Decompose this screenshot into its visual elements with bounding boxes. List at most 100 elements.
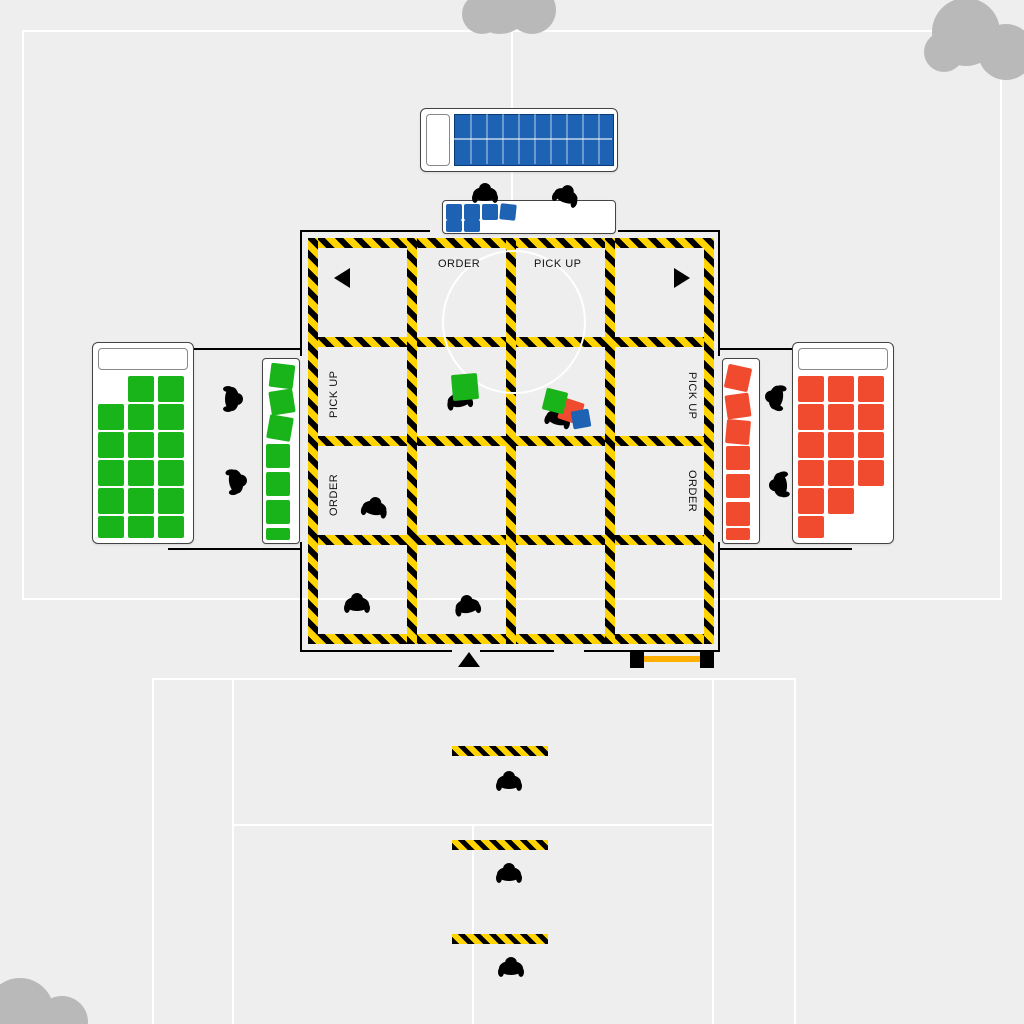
box-green: [266, 414, 294, 442]
grid-v0: [308, 238, 318, 644]
box-green: [158, 404, 184, 430]
box-green: [128, 488, 154, 514]
court-center-line: [472, 826, 474, 1024]
label-left-order: ORDER: [328, 474, 340, 516]
box-green: [266, 500, 290, 524]
label-right-pickup: PICK UP: [686, 372, 698, 420]
box-red: [798, 460, 824, 486]
perim-bot-b: [480, 650, 554, 652]
arrow-left-icon: [334, 268, 350, 288]
box-green: [98, 460, 124, 486]
box-green: [158, 432, 184, 458]
box-blue: [482, 204, 498, 220]
perim-bot-c: [584, 650, 718, 652]
box-green: [158, 488, 184, 514]
box-green: [266, 444, 290, 468]
person-icon: [498, 950, 524, 980]
label-left-pickup: PICK UP: [328, 370, 340, 418]
tennis-court: [152, 678, 796, 1024]
box-red: [726, 528, 750, 540]
cbv: [534, 114, 536, 164]
arrow-up-icon: [458, 652, 480, 667]
perim-bot-a: [300, 650, 452, 652]
queue-barrier-3: [452, 934, 548, 944]
person-icon: [222, 466, 256, 497]
box-red: [828, 488, 854, 514]
grid-v1: [407, 238, 417, 644]
box-red: [858, 460, 884, 486]
field-border-right: [1000, 30, 1002, 598]
box-red: [858, 404, 884, 430]
cbv: [470, 114, 472, 164]
box-red: [726, 474, 750, 498]
grid-v4: [704, 238, 714, 644]
perim-right-b: [718, 542, 720, 652]
box-green: [98, 404, 124, 430]
box-blue: [499, 203, 517, 221]
box-green: [98, 516, 124, 538]
box-red: [724, 364, 752, 392]
bush: [462, 0, 572, 49]
box-red: [798, 488, 824, 514]
perim-left-b: [300, 542, 302, 652]
cbv: [502, 114, 504, 164]
queue-circle: [442, 250, 586, 394]
box-red: [828, 460, 854, 486]
box-blue: [446, 204, 462, 220]
box-red: [798, 516, 824, 538]
queue-barrier-2: [452, 840, 548, 850]
box-green: [268, 388, 295, 415]
box-red: [725, 419, 751, 445]
approach-right-b: [720, 548, 852, 550]
box-green: [98, 432, 124, 458]
queue-barrier-1: [452, 746, 548, 756]
person-icon: [756, 382, 790, 413]
perim-right-a: [718, 230, 720, 356]
label-top-order: ORDER: [438, 258, 480, 270]
box-blue: [464, 204, 480, 220]
box-red: [798, 432, 824, 458]
box-red: [858, 432, 884, 458]
box-blue: [464, 220, 480, 232]
box-red: [726, 502, 750, 526]
court-singles-right: [712, 680, 714, 1024]
cbv: [566, 114, 568, 164]
box-green: [128, 432, 154, 458]
box-green: [266, 528, 290, 540]
box-green: [98, 488, 124, 514]
cargo-blue-mid: [454, 138, 612, 140]
box-blue: [446, 220, 462, 232]
box-red: [726, 446, 750, 470]
cbv: [598, 114, 600, 164]
box-green: [158, 376, 184, 402]
field-border-left: [22, 30, 24, 598]
truck-red-cab: [798, 348, 888, 370]
cbv: [518, 114, 520, 164]
person-icon: [452, 586, 483, 620]
perim-left-a: [300, 230, 302, 356]
bench-block: [630, 650, 644, 668]
bush: [916, 0, 1024, 97]
box-green: [158, 516, 184, 538]
grid-v3: [605, 238, 615, 644]
box-red: [828, 432, 854, 458]
person-icon: [496, 856, 522, 886]
cbv: [582, 114, 584, 164]
box-green: [128, 460, 154, 486]
perim-top-b: [618, 230, 718, 232]
box-red: [798, 404, 824, 430]
cbv: [550, 114, 552, 164]
box-red: [798, 376, 824, 402]
bench-bar: [636, 656, 706, 662]
truck-green-cab: [98, 348, 188, 370]
carry-green: [451, 373, 479, 401]
box-green: [266, 472, 290, 496]
box-red: [828, 376, 854, 402]
truck-blue-cab-window: [426, 114, 450, 166]
perim-top-a: [300, 230, 430, 232]
person-icon: [344, 586, 370, 616]
label-top-pickup: PICK UP: [534, 258, 582, 270]
person-icon: [472, 176, 498, 206]
box-green: [128, 404, 154, 430]
bush: [0, 966, 110, 1024]
